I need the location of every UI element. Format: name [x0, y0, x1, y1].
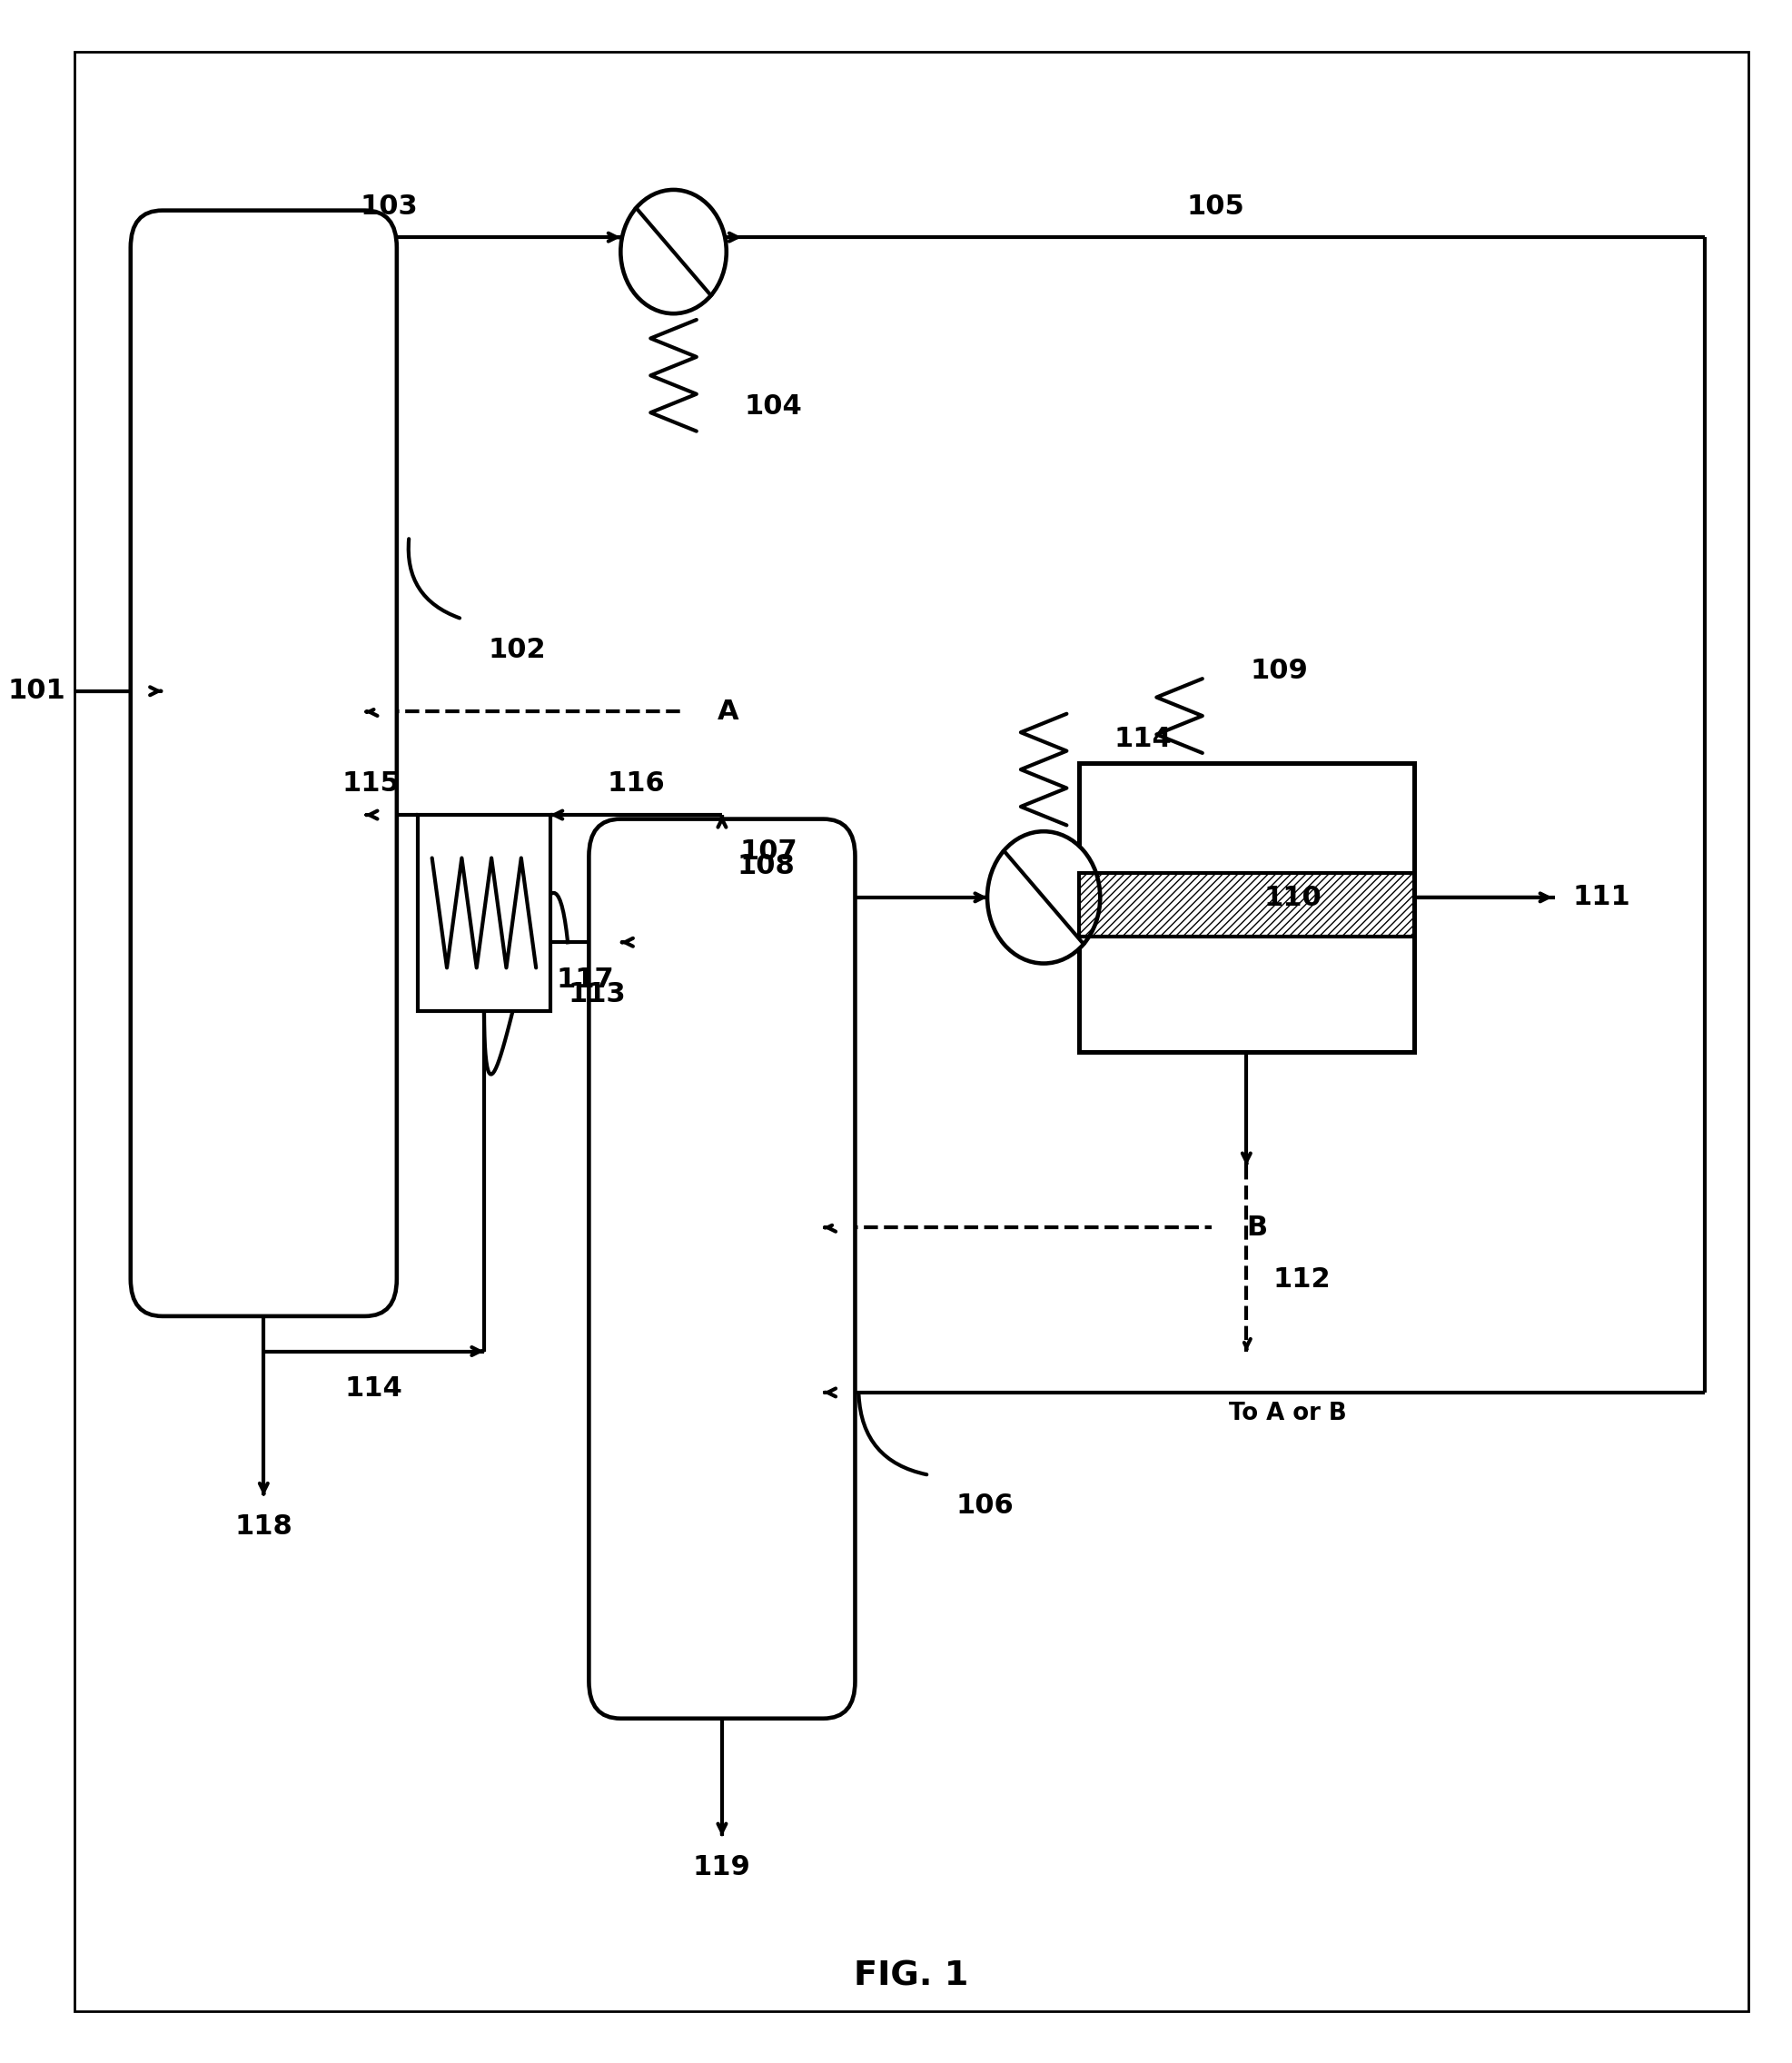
Bar — [1079, 873, 1414, 937]
Text: 107: 107 — [740, 840, 797, 864]
Circle shape — [987, 831, 1100, 963]
Text: A: A — [717, 699, 738, 724]
Text: 102: 102 — [487, 637, 547, 662]
Text: 106: 106 — [955, 1494, 1012, 1518]
Text: 103: 103 — [360, 194, 418, 219]
Text: 119: 119 — [694, 1855, 751, 1879]
Text: 112: 112 — [1272, 1267, 1330, 1291]
Text: 115: 115 — [342, 772, 400, 796]
Text: 116: 116 — [607, 772, 665, 796]
Text: 108: 108 — [737, 854, 794, 879]
Text: 118: 118 — [235, 1514, 292, 1539]
Text: FIG. 1: FIG. 1 — [853, 1960, 968, 1993]
Text: 104: 104 — [744, 394, 801, 419]
Text: B: B — [1245, 1215, 1267, 1240]
Text: 114: 114 — [344, 1376, 403, 1401]
Bar — [418, 815, 550, 1011]
Text: To A or B: To A or B — [1228, 1401, 1346, 1426]
Text: 114: 114 — [1113, 726, 1172, 751]
Text: 110: 110 — [1263, 885, 1321, 912]
Circle shape — [620, 190, 726, 314]
Bar — [1079, 763, 1414, 1052]
Text: 109: 109 — [1249, 658, 1308, 683]
Text: 117: 117 — [556, 965, 615, 992]
Text: 111: 111 — [1572, 885, 1629, 910]
Text: 101: 101 — [7, 679, 65, 703]
FancyBboxPatch shape — [131, 210, 396, 1316]
FancyBboxPatch shape — [588, 819, 855, 1718]
Text: 105: 105 — [1186, 194, 1244, 219]
Text: 113: 113 — [568, 980, 625, 1007]
